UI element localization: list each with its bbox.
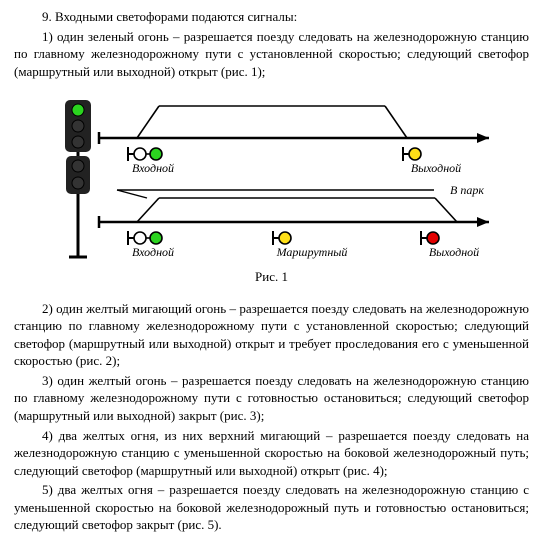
paragraph-2: 2) один желтый мигающий огонь – разрешае… [14,300,529,370]
heading: 9. Входными светофорами подаются сигналы… [14,8,529,26]
figure-1: Входной Выходной В парк Входной Маршрутный Вы… [14,92,529,262]
svg-text:Входной: Входной [131,245,173,259]
paragraph-5: 5) два желтых огня – разрешается поезду … [14,481,529,534]
svg-text:Входной: Входной [131,161,173,175]
paragraph-4: 4) два желтых огня, из них верхний мигаю… [14,427,529,480]
signal-diagram: Входной Выходной В парк Входной Маршрутный Вы… [37,92,507,262]
svg-text:Выходной: Выходной [410,161,460,175]
paragraph-1: 1) один зеленый огонь – разрешается поез… [14,28,529,81]
svg-text:В парк: В парк [450,183,484,197]
paragraph-3: 3) один желтый огонь – разрешается поезд… [14,372,529,425]
figure-caption: Рис. 1 [14,268,529,286]
svg-text:Выходной: Выходной [428,245,478,259]
svg-text:Маршрутный: Маршрутный [275,245,347,259]
